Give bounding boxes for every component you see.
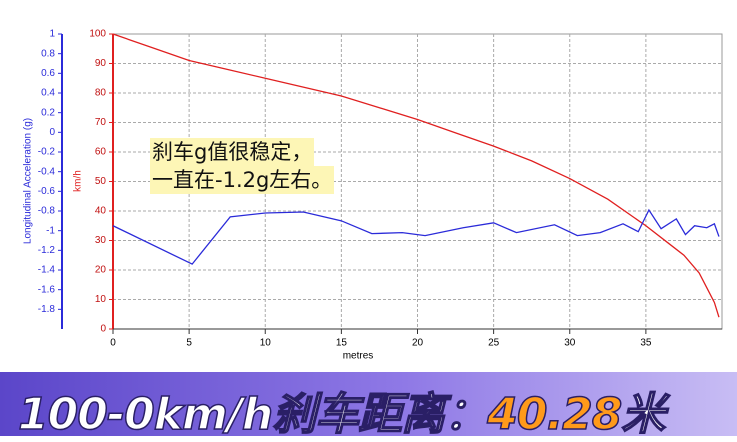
y-axis-label: Longitudinal Acceleration (g): [23, 118, 34, 244]
y2-tick-label: 100: [89, 29, 106, 40]
series-line: [112, 33, 720, 318]
x-tick-label: 15: [336, 338, 348, 349]
banner: 100-0km/h刹车距离：40.28米: [0, 372, 737, 441]
banner-unit: 米: [621, 388, 667, 441]
y-tick-label: -1.6: [38, 284, 56, 295]
y-tick-label: 1: [49, 29, 55, 40]
x-tick-label: 30: [564, 338, 576, 349]
x-tick-label: 25: [488, 338, 500, 349]
y-tick-label: 0.2: [41, 107, 55, 118]
y-tick-label: -0.2: [38, 147, 56, 158]
y-tick-label: -0.4: [38, 166, 56, 177]
y2-tick-label: 60: [95, 147, 107, 158]
y-tick-label: -1.4: [38, 265, 56, 276]
y-tick-label: -1.2: [38, 245, 56, 256]
annotation: 刹车g值很稳定， 一直在-1.2g左右。: [150, 138, 335, 194]
y-tick-label: 0.6: [41, 68, 55, 79]
y-tick-label: 0: [49, 127, 55, 138]
y-tick-label: -0.6: [38, 186, 56, 197]
annotation-line: 刹车g值很稳定，: [150, 138, 315, 166]
x-tick-label: 10: [260, 338, 272, 349]
banner-text: 100-0km/h刹车距离：40.28米: [17, 378, 667, 442]
y2-tick-label: 40: [95, 206, 107, 217]
y-tick-label: 0.4: [41, 88, 55, 99]
y-tick-label: 0.8: [41, 48, 55, 59]
y2-tick-label: 0: [100, 324, 106, 335]
y2-tick-label: 20: [95, 265, 107, 276]
x-tick-label: 35: [640, 338, 652, 349]
y-tick-label: -1.8: [38, 304, 56, 315]
y2-tick-label: 30: [95, 235, 107, 246]
banner-value: 40.28: [486, 388, 623, 441]
y-tick-label: -0.8: [38, 206, 56, 217]
annotation-line: 一直在-1.2g左右。: [150, 166, 335, 194]
chart: metres Longitudinal Acceleration (g) km/…: [23, 29, 723, 362]
y2-tick-label: 10: [95, 294, 107, 305]
y2-tick-label: 70: [95, 117, 107, 128]
x-tick-label: 20: [412, 338, 424, 349]
banner-title: 100-0km/h刹车距离：: [17, 388, 489, 441]
y-tick-label: -1: [46, 225, 55, 236]
y2-tick-label: 90: [95, 58, 107, 69]
y2-tick-label: 50: [95, 176, 107, 187]
series-line: [112, 208, 720, 265]
x-tick-label: 5: [186, 338, 192, 349]
x-tick-label: 0: [110, 338, 116, 349]
x-axis-label: metres: [343, 351, 374, 362]
y2-tick-label: 80: [95, 88, 107, 99]
y2-axis-label: km/h: [73, 170, 84, 192]
